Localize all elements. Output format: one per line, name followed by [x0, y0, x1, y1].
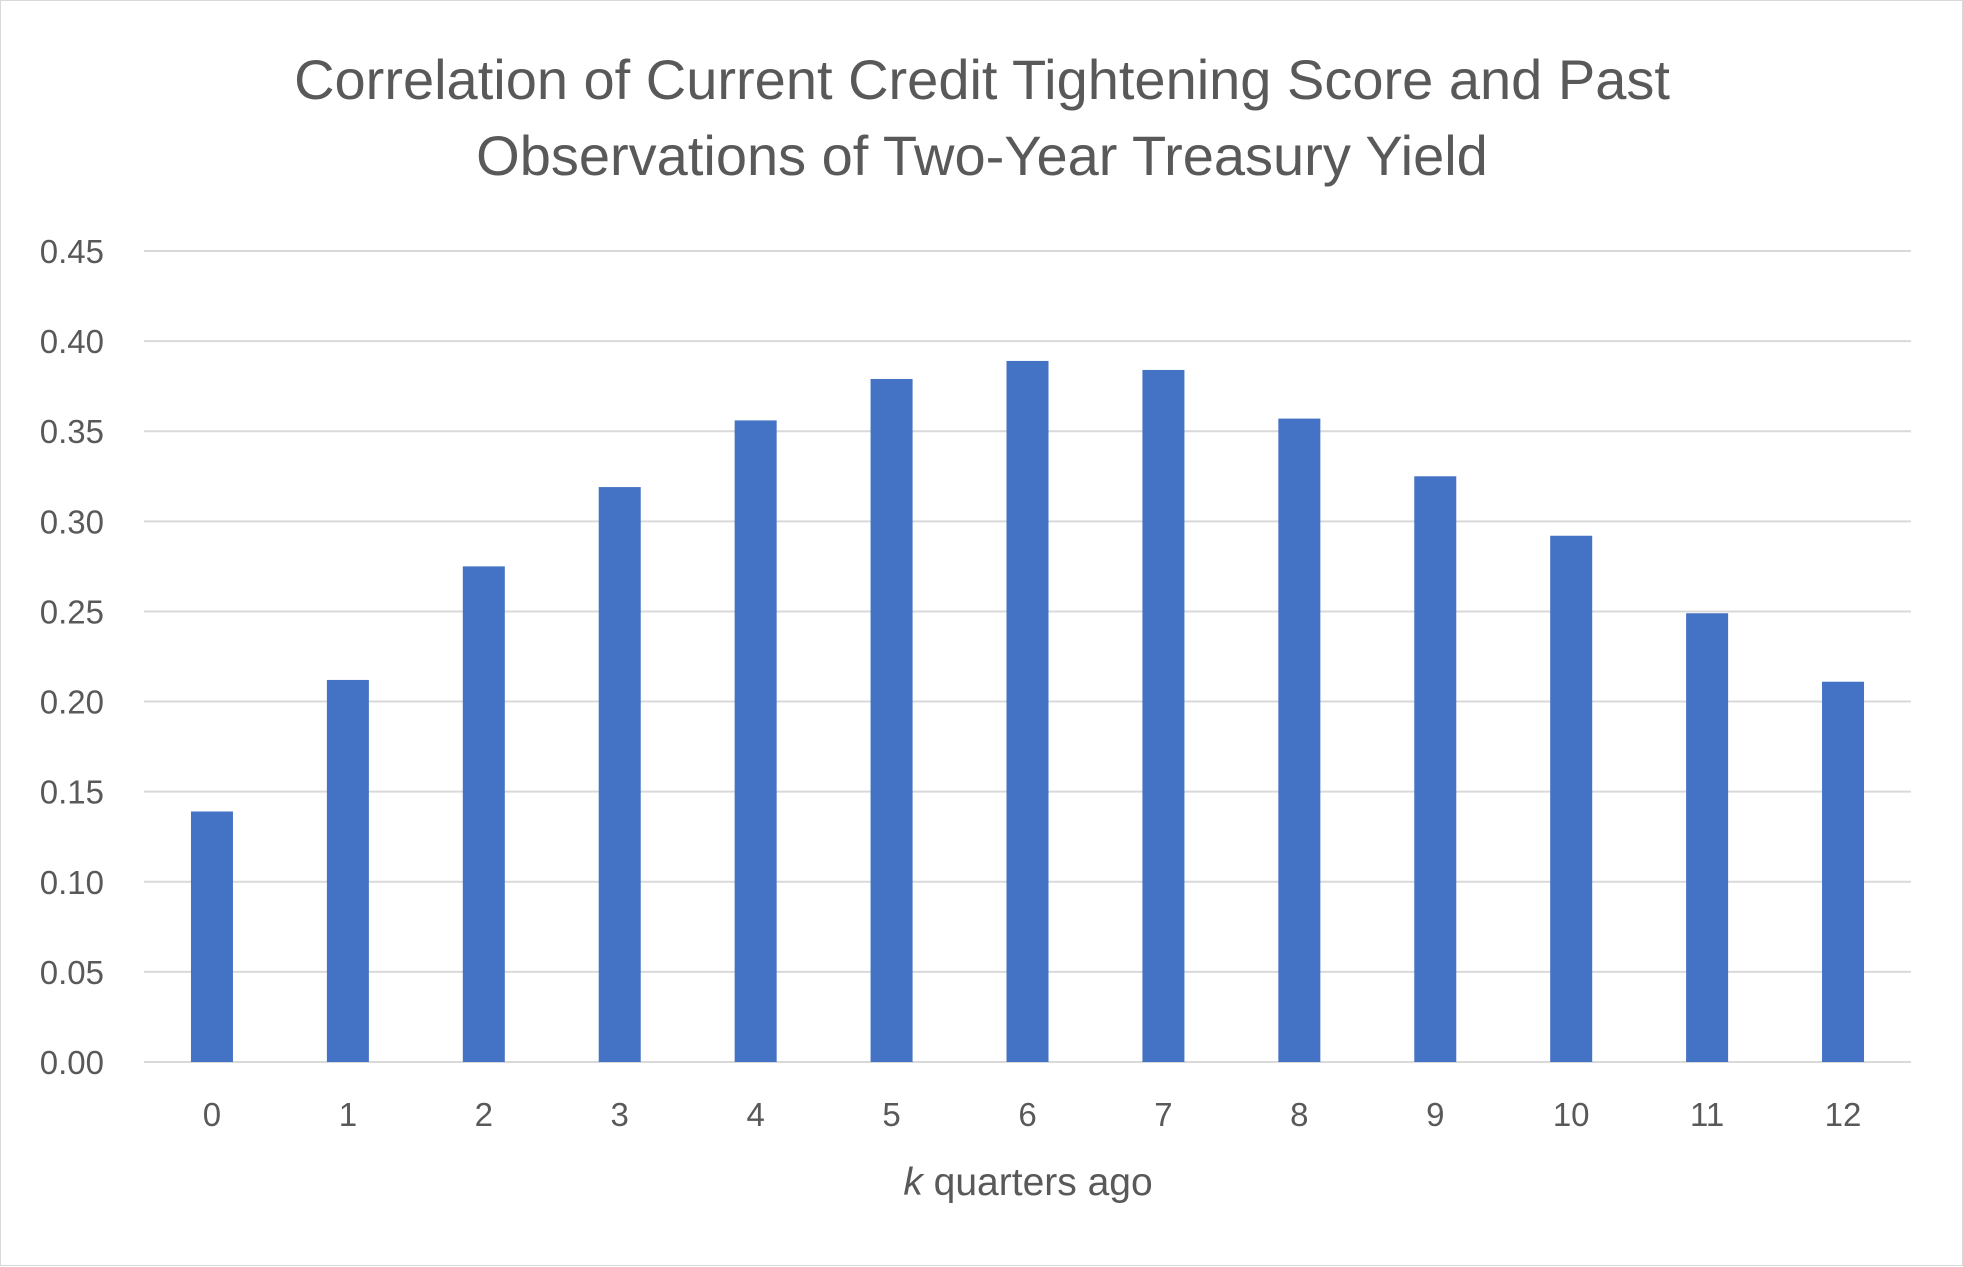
- x-tick-label: 6: [1018, 1096, 1036, 1133]
- bar-7: [1142, 369, 1185, 1062]
- x-tick-label: 7: [1154, 1096, 1172, 1133]
- bar-8: [1278, 418, 1321, 1062]
- bar-11: [1686, 613, 1729, 1062]
- bar-12: [1822, 681, 1865, 1062]
- y-tick-label: 0.25: [40, 593, 104, 630]
- x-tick-label: 10: [1553, 1096, 1590, 1133]
- x-axis-title-text: quarters ago: [923, 1161, 1153, 1204]
- x-tick-label: 9: [1426, 1096, 1444, 1133]
- x-axis-tick-labels: 0 1 2 3 4 5 6 7 8 9 10 11 12: [203, 1096, 1862, 1133]
- bar-6: [1006, 360, 1049, 1062]
- bar-1: [326, 679, 369, 1062]
- y-tick-label: 0.35: [40, 413, 104, 450]
- y-tick-label: 0.10: [40, 864, 104, 901]
- x-tick-label: 4: [746, 1096, 764, 1133]
- y-tick-label: 0.15: [40, 774, 104, 811]
- bar-5: [870, 378, 913, 1062]
- bar-2: [462, 566, 505, 1062]
- x-axis-title-variable: k: [903, 1161, 925, 1204]
- y-tick-label: 0.30: [40, 503, 104, 540]
- x-tick-label: 12: [1825, 1096, 1862, 1133]
- bar-3: [598, 487, 641, 1062]
- y-tick-label: 0.05: [40, 954, 104, 991]
- y-tick-label: 0.40: [40, 323, 104, 360]
- x-tick-label: 3: [611, 1096, 629, 1133]
- y-tick-label: 0.45: [40, 233, 104, 270]
- y-tick-label: 0.00: [40, 1044, 104, 1081]
- bar-9: [1414, 476, 1457, 1062]
- x-tick-label: 8: [1290, 1096, 1308, 1133]
- bar-0: [190, 811, 233, 1062]
- x-tick-label: 11: [1690, 1096, 1724, 1133]
- x-tick-label: 0: [203, 1096, 221, 1133]
- bar-4: [734, 420, 777, 1062]
- y-axis-tick-labels: 0.00 0.05 0.10 0.15 0.20 0.25 0.30 0.35 0.40 0.45: [40, 233, 104, 1081]
- x-tick-label: 2: [475, 1096, 493, 1133]
- bar-10: [1550, 535, 1593, 1062]
- y-tick-label: 0.20: [40, 684, 104, 721]
- bars: [190, 360, 1865, 1062]
- chart-title-line-2: Observations of Two-Year Treasury Yield: [476, 124, 1488, 187]
- x-axis-title: k quarters ago: [903, 1161, 1152, 1204]
- x-tick-label: 5: [882, 1096, 900, 1133]
- x-tick-label: 1: [339, 1096, 357, 1133]
- chart-title-line-1: Correlation of Current Credit Tightening…: [294, 48, 1670, 111]
